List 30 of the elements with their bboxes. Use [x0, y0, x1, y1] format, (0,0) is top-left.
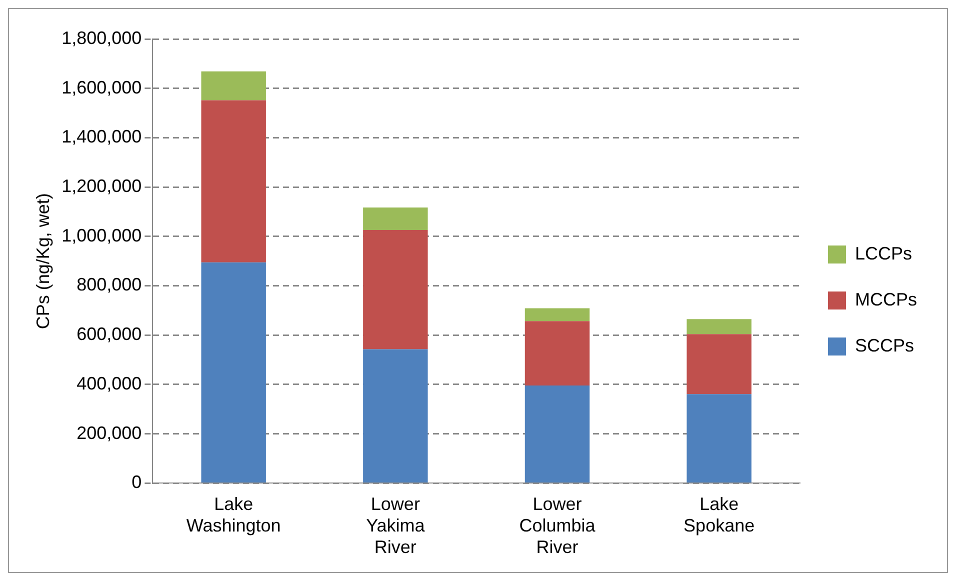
y-tick-label: 600,000 — [76, 324, 142, 344]
legend-label: MCCPs — [855, 289, 917, 310]
y-axis-title: CPs (ng/Kg, wet) — [32, 193, 53, 330]
x-tick-label: Lower Yakima River — [366, 494, 426, 558]
bar — [686, 334, 752, 394]
bar — [524, 385, 590, 482]
bar — [363, 349, 428, 482]
bar — [363, 230, 428, 350]
y-tick-label: 1,600,000 — [62, 77, 142, 98]
y-tick-label: 800,000 — [76, 274, 142, 295]
bar — [686, 394, 752, 482]
y-tick-label: 1,400,000 — [62, 126, 142, 147]
legend-label: LCCPs — [855, 243, 912, 264]
y-tick-label: 1,800,000 — [62, 28, 142, 48]
bar — [201, 100, 266, 262]
y-tick-label: 400,000 — [76, 373, 142, 394]
bar — [201, 262, 266, 482]
x-tick-label: Lake Washington — [186, 494, 281, 536]
bar — [201, 71, 266, 100]
y-tick-label: 0 — [132, 472, 142, 492]
y-tick-label: 1,000,000 — [62, 225, 142, 246]
bar — [363, 208, 428, 230]
x-tick-label: Lake Spokane — [684, 494, 755, 536]
x-tick-label: Lower Columbia River — [519, 494, 596, 558]
bar — [686, 319, 752, 334]
bar — [524, 321, 590, 386]
y-tick-label: 1,200,000 — [62, 176, 142, 196]
bar — [524, 308, 590, 322]
y-tick-label: 200,000 — [76, 422, 142, 443]
legend-label: SCCPs — [855, 335, 914, 356]
